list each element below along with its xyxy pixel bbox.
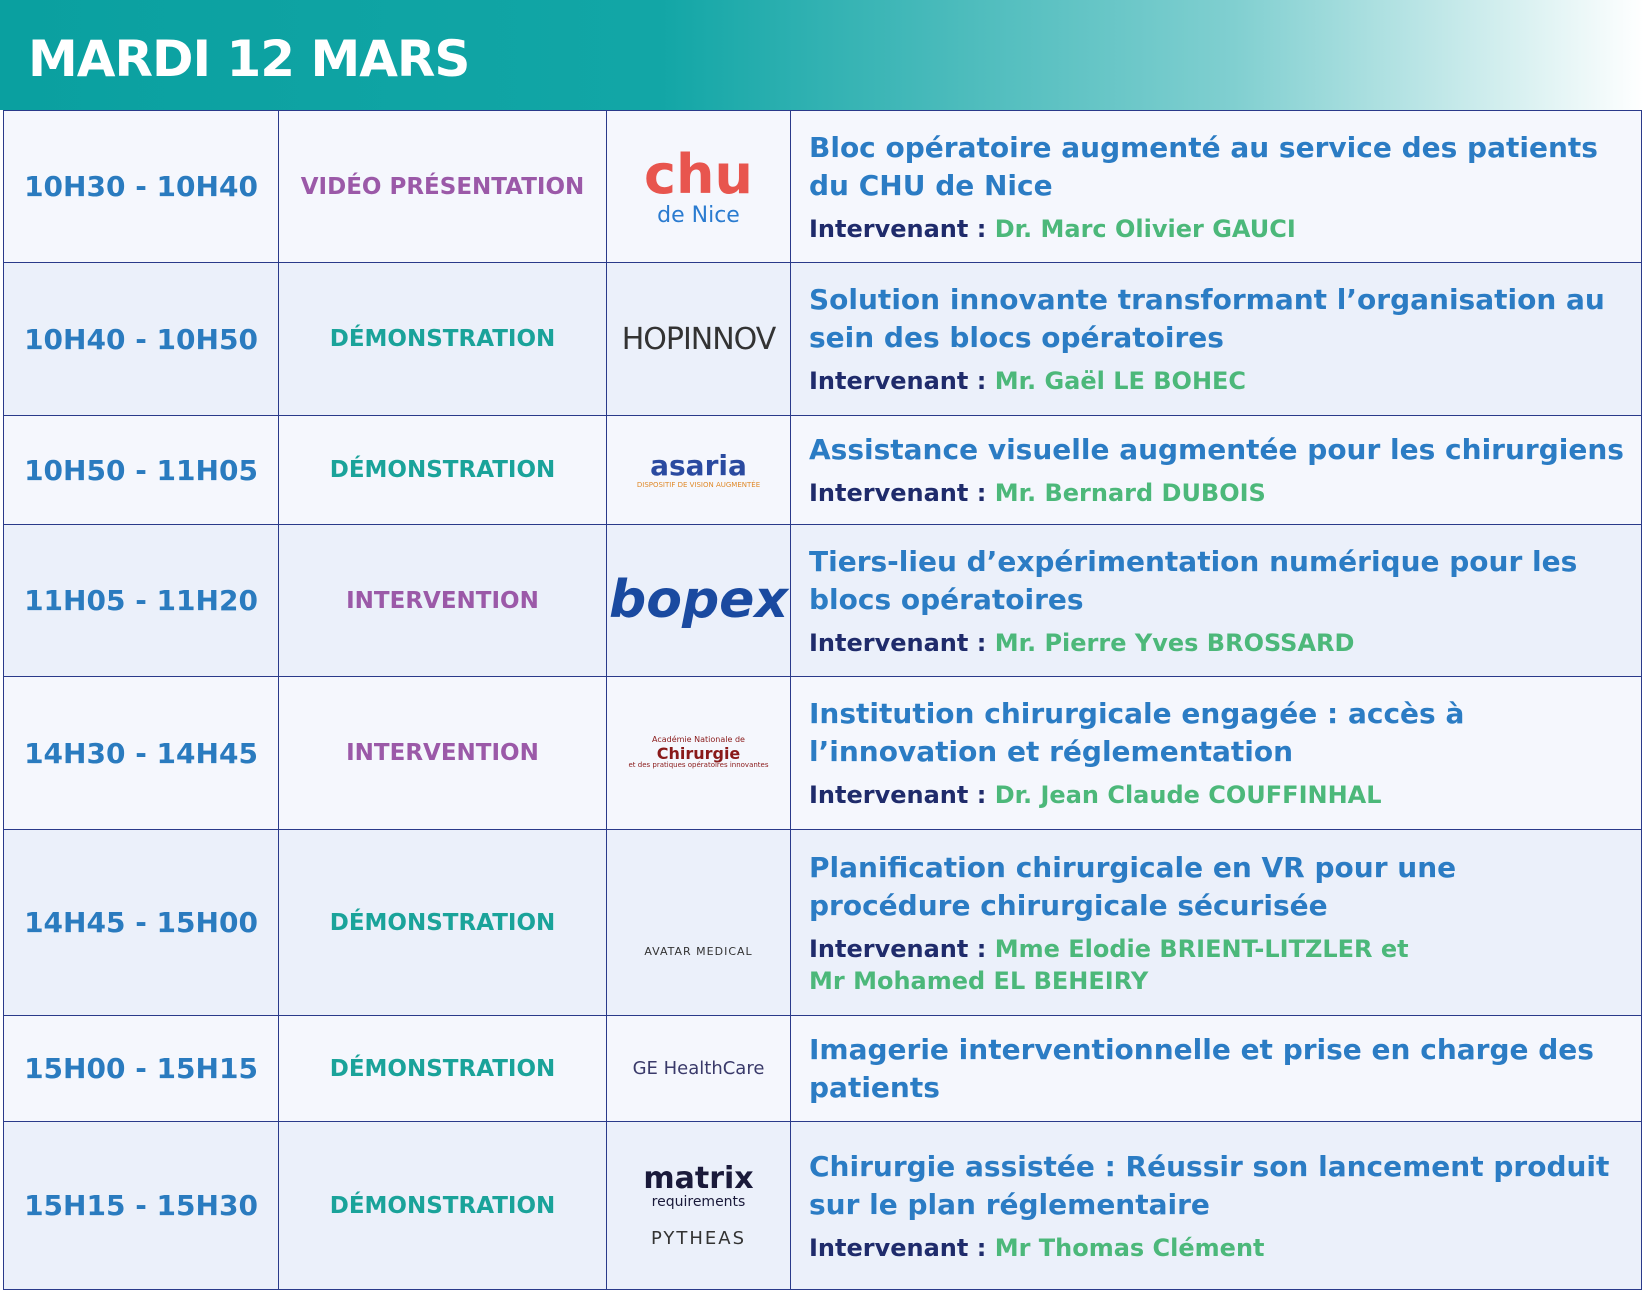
speaker: Intervenant : Mr. Bernard DUBOIS bbox=[809, 477, 1266, 509]
speaker-label: Intervenant : bbox=[809, 214, 987, 243]
type: VIDÉO PRÉSENTATION bbox=[300, 173, 585, 200]
session-title: Chirurgie assistée : Réussir son lanceme… bbox=[809, 1149, 1610, 1221]
logo-text: Académie Nationale de bbox=[652, 734, 745, 744]
speaker-name: Mr. Pierre Yves BROSSARD bbox=[994, 628, 1355, 657]
logo-text: PYTHEAS bbox=[650, 1227, 747, 1249]
speaker-label: Intervenant : bbox=[809, 934, 987, 963]
speaker-name: Mr Thomas Clément bbox=[994, 1233, 1265, 1262]
speaker: Intervenant : Mr. Gaël LE BOHEC bbox=[809, 365, 1246, 397]
cell: 11H05 - 11H20 bbox=[3, 524, 279, 677]
time: 10H30 - 10H40 bbox=[24, 170, 258, 203]
logo-text: AVATAR MEDICAL bbox=[644, 945, 753, 959]
session-title: Planification chirurgicale en VR pour un… bbox=[809, 850, 1457, 922]
speaker-name: Mr. Gaël LE BOHEC bbox=[994, 367, 1247, 395]
cell: 14H30 - 14H45 bbox=[3, 676, 279, 830]
logo-text: asaria bbox=[650, 448, 747, 482]
cell: 10H30 - 10H40 bbox=[3, 110, 279, 263]
cell: HOPINNOV bbox=[606, 262, 791, 416]
cell: VIDÉO PRÉSENTATION bbox=[278, 110, 607, 263]
speaker-label: Intervenant : bbox=[809, 628, 987, 657]
type: DÉMONSTRATION bbox=[329, 1055, 556, 1082]
cell: DÉMONSTRATION bbox=[278, 415, 607, 525]
time: 10H40 - 10H50 bbox=[24, 322, 258, 356]
cell: Tiers-lieu d’expérimentation numérique p… bbox=[790, 524, 1642, 677]
cell: 10H40 - 10H50 bbox=[3, 262, 279, 416]
logo-text: et des pratiques opératoires innovantes bbox=[628, 761, 769, 770]
logo-text: chu bbox=[644, 142, 753, 206]
cell: Assistance visuelle augmentée pour les c… bbox=[790, 415, 1642, 525]
logo-text: DISPOSITIF DE VISION AUGMENTÉE bbox=[636, 480, 761, 489]
speaker: Intervenant : Dr. Jean Claude COUFFINHAL bbox=[809, 779, 1382, 811]
cell: Solution innovante transformant l’organi… bbox=[790, 262, 1642, 416]
type: DÉMONSTRATION bbox=[329, 1192, 556, 1219]
type: DÉMONSTRATION bbox=[329, 326, 556, 352]
type: DÉMONSTRATION bbox=[329, 909, 556, 936]
speaker-label: Intervenant : bbox=[809, 1233, 987, 1262]
logo-text: HOPINNOV bbox=[621, 321, 777, 357]
speaker-name: Mme Elodie BRIENT-LITZLER et bbox=[994, 934, 1409, 963]
cell: Imagerie interventionnelle et prise en c… bbox=[790, 1015, 1642, 1122]
session-title: Assistance visuelle augmentée pour les c… bbox=[809, 433, 1624, 466]
logo-text: Chirurgie bbox=[656, 743, 741, 763]
session-title: Tiers-lieu d’expérimentation numérique p… bbox=[809, 544, 1578, 616]
speaker-name: Dr. Marc Olivier GAUCI bbox=[994, 214, 1296, 243]
speaker-name: Dr. Jean Claude COUFFINHAL bbox=[994, 781, 1382, 809]
cell: matrix requirements PYTHEAS bbox=[606, 1121, 791, 1290]
speaker-name: Mr. Bernard DUBOIS bbox=[994, 479, 1266, 507]
logo-text: matrix bbox=[643, 1161, 754, 1197]
cell: DÉMONSTRATION bbox=[278, 262, 607, 416]
cell: Bloc opératoire augmenté au service des … bbox=[790, 110, 1642, 263]
logo-text: requirements bbox=[651, 1194, 746, 1211]
speaker-label: Intervenant : bbox=[809, 367, 987, 395]
cell: DÉMONSTRATION bbox=[278, 829, 607, 1016]
type: DÉMONSTRATION bbox=[329, 457, 556, 483]
cell: 14H45 - 15H00 bbox=[3, 829, 279, 1016]
cell: 15H00 - 15H15 bbox=[3, 1015, 279, 1122]
cell: INTERVENTION bbox=[278, 524, 607, 677]
time: 11H05 - 11H20 bbox=[24, 584, 258, 617]
time: 14H45 - 15H00 bbox=[24, 906, 258, 939]
cell: 15H15 - 15H30 bbox=[3, 1121, 279, 1290]
type: INTERVENTION bbox=[346, 587, 539, 614]
speaker-label: Intervenant : bbox=[809, 781, 987, 809]
cell: INTERVENTION bbox=[278, 676, 607, 830]
speaker: Intervenant : Mme Elodie BRIENT-LITZLER … bbox=[809, 933, 1409, 997]
time: 14H30 - 14H45 bbox=[24, 736, 258, 770]
time: 10H50 - 11H05 bbox=[24, 453, 258, 487]
cell: chu de Nice bbox=[606, 110, 791, 263]
speaker-name: Mr Mohamed EL BEHEIRY bbox=[809, 966, 1149, 995]
session-title: Imagerie interventionnelle et prise en c… bbox=[809, 1032, 1594, 1104]
session-title: Solution innovante transformant l’organi… bbox=[809, 283, 1605, 354]
session-title: Institution chirurgicale engagée : accès… bbox=[809, 697, 1465, 768]
speaker: Intervenant : Dr. Marc Olivier GAUCI bbox=[809, 213, 1296, 245]
header: MARDI 12 MARS bbox=[0, 0, 1644, 110]
cell: DÉMONSTRATION bbox=[278, 1121, 607, 1290]
cell: bopex bbox=[606, 524, 791, 677]
speaker: Intervenant : Mr. Pierre Yves BROSSARD bbox=[809, 627, 1354, 659]
type: INTERVENTION bbox=[346, 740, 539, 766]
cell: asaria DISPOSITIF DE VISION AUGMENTÉE bbox=[606, 415, 791, 525]
logo-text: de Nice bbox=[657, 203, 740, 229]
cell: GE HealthCare bbox=[606, 1015, 791, 1122]
logo-text: bopex bbox=[609, 569, 788, 630]
time: 15H00 - 15H15 bbox=[24, 1052, 258, 1085]
cell: 10H50 - 11H05 bbox=[3, 415, 279, 525]
cell: Académie Nationale de Chirurgie et des pra… bbox=[606, 676, 791, 830]
speaker-label: Intervenant : bbox=[809, 479, 987, 507]
cell: Chirurgie assistée : Réussir son lanceme… bbox=[790, 1121, 1642, 1290]
time: 15H15 - 15H30 bbox=[24, 1189, 258, 1222]
session-title: Bloc opératoire augmenté au service des … bbox=[809, 130, 1598, 202]
cell: Institution chirurgicale engagée : accès… bbox=[790, 676, 1642, 830]
logo-text: GE HealthCare bbox=[632, 1057, 765, 1079]
cell: Planification chirurgicale en VR pour un… bbox=[790, 829, 1642, 1016]
speaker: Intervenant : Mr Thomas Clément bbox=[809, 1232, 1265, 1264]
cell: AVATAR MEDICAL bbox=[606, 829, 791, 1016]
header-title: MARDI 12 MARS bbox=[28, 30, 470, 88]
cell: DÉMONSTRATION bbox=[278, 1015, 607, 1122]
